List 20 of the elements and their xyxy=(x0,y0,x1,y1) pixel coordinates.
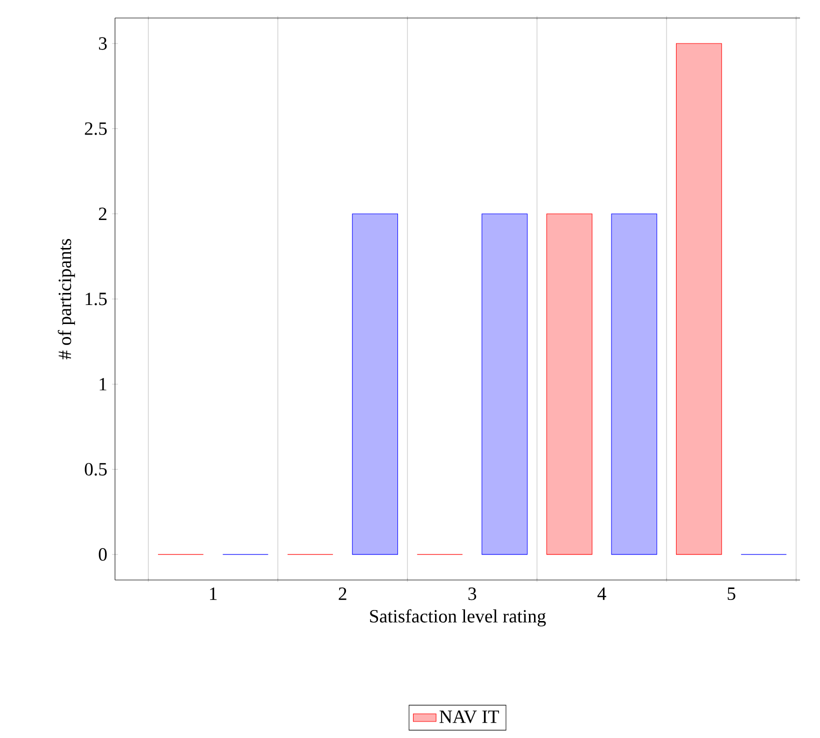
y-tick-label: 1.5 xyxy=(86,292,107,306)
bar xyxy=(546,214,592,555)
x-tick-label: 1 xyxy=(210,588,217,600)
bar xyxy=(352,214,398,555)
x-tick-label: 3 xyxy=(468,588,476,600)
bar xyxy=(676,43,722,555)
bar xyxy=(482,214,528,555)
x-tick-label: 4 xyxy=(597,588,606,600)
y-tick-label: 1 xyxy=(100,378,106,390)
x-tick-label: 5 xyxy=(728,588,736,600)
x-axis-title: Satisfaction level rating xyxy=(370,609,546,626)
bar xyxy=(611,214,658,555)
y-axis-title: # of participants xyxy=(58,239,75,360)
x-tick-label: 2 xyxy=(338,588,346,600)
y-tick-label: 0.5 xyxy=(84,462,107,476)
y-tick-label: 0 xyxy=(98,548,107,561)
y-tick-label: 2 xyxy=(98,208,106,220)
y-tick-label: 3 xyxy=(99,37,107,50)
y-tick-label: 2.5 xyxy=(84,122,107,136)
legend-label: NAV IT xyxy=(440,710,500,724)
